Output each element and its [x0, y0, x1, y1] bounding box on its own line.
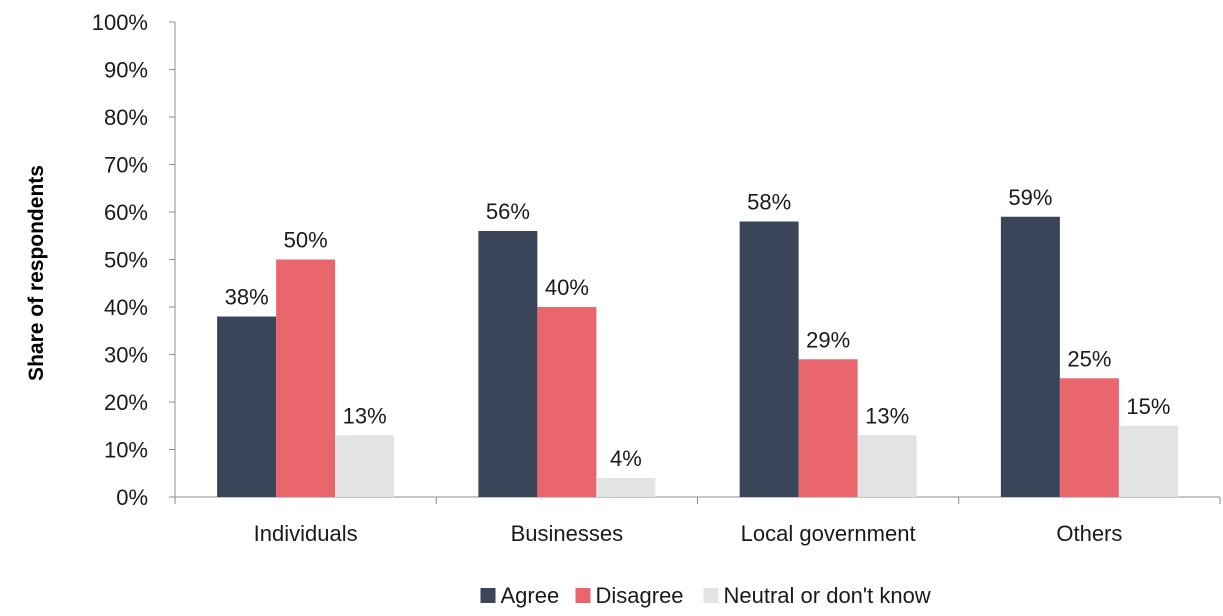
y-tick-label: 30% [104, 343, 148, 368]
data-label: 58% [747, 190, 791, 215]
data-label: 50% [284, 228, 328, 253]
y-tick-label: 100% [92, 10, 148, 35]
x-axis: Individuals Businesses Local government Oth… [174, 496, 1221, 546]
x-category-label: Individuals [254, 521, 358, 546]
bar [276, 259, 336, 497]
y-tick-label: 50% [104, 248, 148, 273]
data-label: 4% [610, 446, 642, 471]
bar [537, 307, 597, 497]
bar [596, 478, 656, 497]
legend-swatch [575, 588, 591, 603]
data-label: 40% [545, 275, 589, 300]
data-label: 13% [343, 403, 387, 428]
legend-label: Agree [501, 583, 560, 608]
bar [1000, 216, 1060, 497]
bar [217, 316, 277, 497]
bar [739, 221, 799, 497]
data-label: 38% [225, 285, 269, 310]
bars-group [217, 216, 1178, 497]
y-tick-label: 60% [104, 200, 148, 225]
y-tick-label: 70% [104, 153, 148, 178]
bar [857, 435, 917, 497]
x-category-label: Local government [741, 521, 916, 546]
y-tick-label: 80% [104, 105, 148, 130]
y-axis: 0% 10% 20% 30% 40% 50% 60% 70% 80% 90% 100% [92, 10, 176, 510]
x-category-label: Others [1056, 521, 1122, 546]
legend: Agree Disagree Neutral or don't know [480, 583, 931, 608]
legend-label: Disagree [596, 583, 684, 608]
bar [478, 231, 538, 497]
y-tick-label: 10% [104, 438, 148, 463]
legend-swatch [703, 588, 719, 603]
bar [1059, 378, 1119, 497]
y-tick-label: 90% [104, 58, 148, 83]
y-tick-label: 0% [116, 485, 148, 510]
y-tick-label: 40% [104, 295, 148, 320]
y-axis-label: Share of respondents [25, 165, 48, 381]
data-label: 25% [1067, 346, 1111, 371]
legend-label: Neutral or don't know [724, 583, 931, 608]
bar [1118, 425, 1178, 497]
data-label: 29% [806, 327, 850, 352]
data-label: 13% [865, 403, 909, 428]
bar [798, 359, 858, 497]
data-label: 59% [1008, 185, 1052, 210]
data-label: 56% [486, 199, 530, 224]
x-category-label: Businesses [511, 521, 624, 546]
data-label: 15% [1126, 394, 1170, 419]
data-labels-group: 38% 50% 13% 56% 40% 4% 58% 29% 13% 59% 25% 15% [225, 185, 1171, 471]
y-tick-label: 20% [104, 390, 148, 415]
legend-swatch [480, 588, 496, 603]
bar [335, 435, 395, 497]
